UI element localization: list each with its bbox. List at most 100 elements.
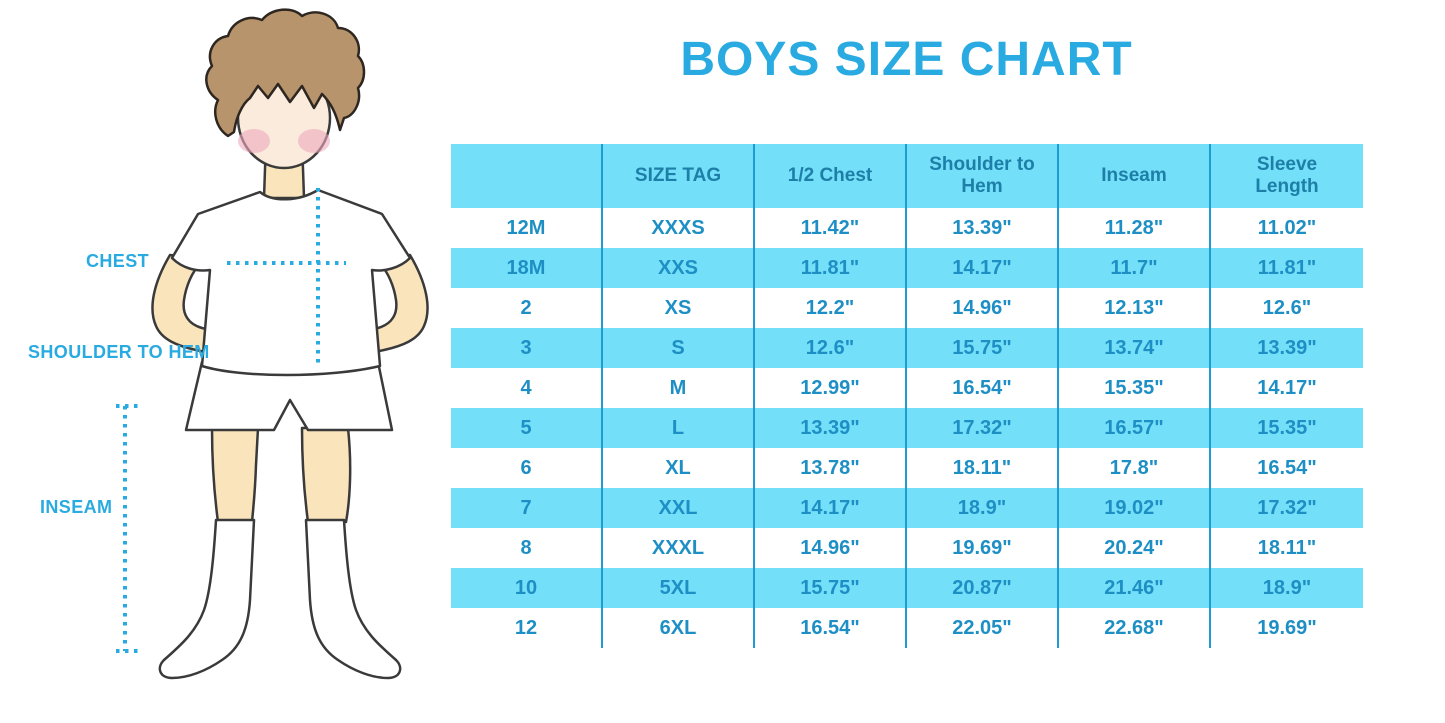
- table-cell: 16.54": [1211, 448, 1363, 488]
- table-cell: XXL: [603, 488, 755, 528]
- table-cell: L: [603, 408, 755, 448]
- table-cell: 14.96": [907, 288, 1059, 328]
- table-cell: 3: [451, 328, 603, 368]
- table-header-cell: [451, 144, 603, 208]
- table-cell: 18.11": [907, 448, 1059, 488]
- table-cell: 4: [451, 368, 603, 408]
- table-cell: 16.54": [755, 608, 907, 648]
- table-header-cell: Inseam: [1059, 144, 1211, 208]
- chest-label: CHEST: [86, 251, 150, 271]
- table-cell: 15.75": [907, 328, 1059, 368]
- table-cell: 5XL: [603, 568, 755, 608]
- table-cell: 20.87": [907, 568, 1059, 608]
- table-cell: 15.35": [1211, 408, 1363, 448]
- table-cell: 17.32": [1211, 488, 1363, 528]
- table-cell: 14.17": [907, 248, 1059, 288]
- table-cell: 18M: [451, 248, 603, 288]
- table-cell: XXXS: [603, 208, 755, 248]
- table-cell: 13.78": [755, 448, 907, 488]
- table-cell: 11.81": [1211, 248, 1363, 288]
- table-cell: 17.8": [1059, 448, 1211, 488]
- table-row: 10 5XL 15.75" 20.87" 21.46" 18.9": [451, 568, 1363, 608]
- boy-left-sock: [158, 518, 256, 680]
- table-row: 8 XXXL 14.96" 19.69" 20.24" 18.11": [451, 528, 1363, 568]
- table-cell: 22.05": [907, 608, 1059, 648]
- table-row: 3 S 12.6" 15.75" 13.74" 13.39": [451, 328, 1363, 368]
- table-cell: 19.69": [907, 528, 1059, 568]
- table-header-cell: SIZE TAG: [603, 144, 755, 208]
- table-cell: 11.02": [1211, 208, 1363, 248]
- boy-hair: [205, 8, 366, 138]
- table-row: 2 XS 12.2" 14.96" 12.13" 12.6": [451, 288, 1363, 328]
- table-cell: 19.02": [1059, 488, 1211, 528]
- boy-illustration-icon: [116, 8, 429, 680]
- table-cell: XXS: [603, 248, 755, 288]
- page-title: BOYS SIZE CHART: [680, 33, 1133, 86]
- table-row: 7 XXL 14.17" 18.9" 19.02" 17.32": [451, 488, 1363, 528]
- table-cell: 12: [451, 608, 603, 648]
- inseam-label: INSEAM: [40, 497, 113, 517]
- table-cell: 14.96": [755, 528, 907, 568]
- table-row: 12M XXXS 11.42" 13.39" 11.28" 11.02": [451, 208, 1363, 248]
- table-header-cell: 1/2 Chest: [755, 144, 907, 208]
- table-cell: XXXL: [603, 528, 755, 568]
- table-cell: 13.74": [1059, 328, 1211, 368]
- boy-right-leg: [300, 426, 352, 524]
- table-cell: 11.28": [1059, 208, 1211, 248]
- boy-right-cheek: [298, 129, 330, 153]
- shoulder-to-hem-label: SHOULDER TO HEM: [28, 342, 210, 362]
- table-row: 12 6XL 16.54" 22.05" 22.68" 19.69": [451, 608, 1363, 648]
- table-cell: 14.17": [1211, 368, 1363, 408]
- table-cell: 13.39": [1211, 328, 1363, 368]
- table-cell: 2: [451, 288, 603, 328]
- table-cell: 18.9": [907, 488, 1059, 528]
- table-cell: 12.6": [755, 328, 907, 368]
- table-cell: 19.69": [1211, 608, 1363, 648]
- table-cell: M: [603, 368, 755, 408]
- table-header-cell: Shoulder to Hem: [907, 144, 1059, 208]
- table-cell: 20.24": [1059, 528, 1211, 568]
- table-cell: 12.13": [1059, 288, 1211, 328]
- boy-shorts: [184, 360, 394, 432]
- boy-left-cheek: [238, 129, 270, 153]
- table-cell: 11.81": [755, 248, 907, 288]
- table-cell: 12.99": [755, 368, 907, 408]
- table-cell: 7: [451, 488, 603, 528]
- table-cell: 22.68": [1059, 608, 1211, 648]
- table-cell: 12M: [451, 208, 603, 248]
- table-header-row: SIZE TAG 1/2 Chest Shoulder to Hem Insea…: [451, 144, 1363, 208]
- boy-right-sock: [304, 518, 402, 680]
- table-cell: 10: [451, 568, 603, 608]
- measurement-dotted-lines: [116, 188, 346, 653]
- table-cell: 12.6": [1211, 288, 1363, 328]
- table-cell: 21.46": [1059, 568, 1211, 608]
- table-row: 18M XXS 11.81" 14.17" 11.7" 11.81": [451, 248, 1363, 288]
- table-cell: 15.75": [755, 568, 907, 608]
- table-cell: XS: [603, 288, 755, 328]
- table-cell: 18.11": [1211, 528, 1363, 568]
- table-cell: 18.9": [1211, 568, 1363, 608]
- table-cell: 11.7": [1059, 248, 1211, 288]
- table-cell: 8: [451, 528, 603, 568]
- table-header-cell: Sleeve Length: [1211, 144, 1363, 208]
- table-cell: 6XL: [603, 608, 755, 648]
- table-cell: S: [603, 328, 755, 368]
- table-row: 4 M 12.99" 16.54" 15.35" 14.17": [451, 368, 1363, 408]
- table-row: 5 L 13.39" 17.32" 16.57" 15.35": [451, 408, 1363, 448]
- table-cell: 16.57": [1059, 408, 1211, 448]
- size-table: SIZE TAG 1/2 Chest Shoulder to Hem Insea…: [451, 144, 1363, 648]
- boy-left-leg: [210, 426, 260, 524]
- table-cell: 16.54": [907, 368, 1059, 408]
- table-cell: 12.2": [755, 288, 907, 328]
- table-cell: 15.35": [1059, 368, 1211, 408]
- table-cell: 5: [451, 408, 603, 448]
- table-cell: XL: [603, 448, 755, 488]
- table-cell: 11.42": [755, 208, 907, 248]
- table-cell: 6: [451, 448, 603, 488]
- table-row: 6 XL 13.78" 18.11" 17.8" 16.54": [451, 448, 1363, 488]
- boy-tshirt: [170, 188, 412, 377]
- boy-measurement-figure: CHEST SHOULDER TO HEM INSEAM: [0, 0, 450, 723]
- table-cell: 13.39": [755, 408, 907, 448]
- table-cell: 14.17": [755, 488, 907, 528]
- table-cell: 17.32": [907, 408, 1059, 448]
